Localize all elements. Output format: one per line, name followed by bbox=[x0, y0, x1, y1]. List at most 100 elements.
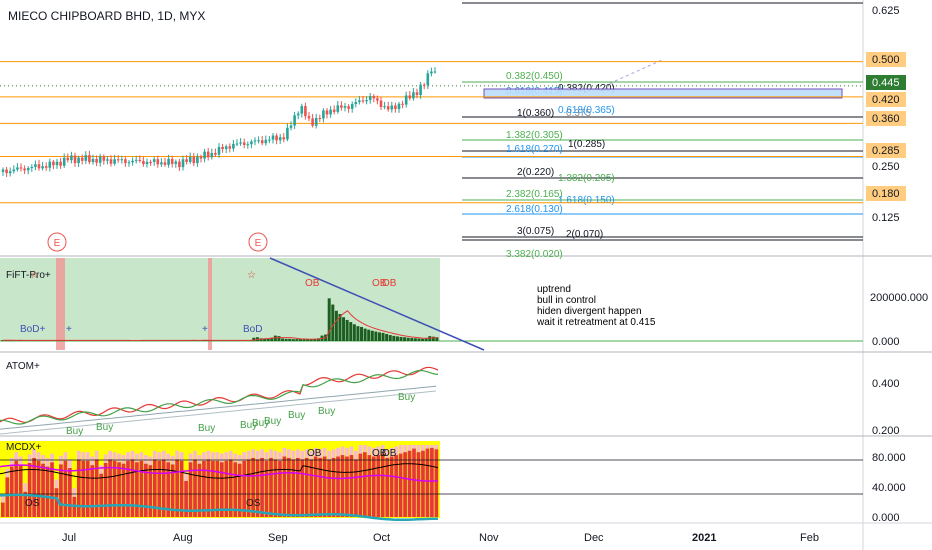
mcdx-banker-bar bbox=[336, 456, 340, 517]
candle-body bbox=[419, 84, 422, 96]
price-tag-bg bbox=[866, 111, 906, 126]
candle-body bbox=[138, 159, 142, 161]
candle-body bbox=[102, 156, 106, 161]
candle-body bbox=[332, 109, 336, 112]
mcdx-banker-bar bbox=[385, 457, 390, 517]
atom-buy-label: Buy bbox=[198, 423, 215, 434]
mcdx-banker-bar bbox=[260, 457, 264, 517]
fift-volume-bar bbox=[421, 338, 425, 341]
fift-volume-bar bbox=[349, 322, 353, 341]
mcdx-banker-bar bbox=[5, 477, 10, 517]
candle-body bbox=[199, 156, 203, 159]
fift-star-label: ☆ bbox=[30, 270, 39, 281]
fift-volume-bar bbox=[295, 339, 299, 341]
mcdx-banker-bar bbox=[112, 460, 117, 517]
fift-volume-bar bbox=[395, 336, 399, 341]
fift-volume-bar bbox=[288, 338, 292, 341]
fift-volume-bar bbox=[388, 335, 392, 341]
candle-body bbox=[368, 96, 372, 101]
mcdx-banker-bar bbox=[23, 491, 28, 517]
fib-label: 3.382(0.020) bbox=[506, 249, 563, 260]
fib-label: 1.382(0.205) bbox=[558, 173, 615, 184]
fib-label: 1.618(0.270) bbox=[506, 144, 563, 155]
candle-body bbox=[59, 161, 62, 166]
mcdx-magenta-line bbox=[0, 464, 439, 482]
fift-volume-bar bbox=[266, 338, 270, 341]
mcdx-banker-bar bbox=[228, 459, 233, 517]
mcdx-banker-bar bbox=[68, 468, 72, 517]
mcdx-banker-bar bbox=[103, 463, 108, 517]
candle-body bbox=[116, 159, 120, 161]
mcdx-banker-bar bbox=[90, 465, 95, 517]
mcdx-banker-bar bbox=[380, 453, 385, 517]
mcdx-signal-label: OS bbox=[25, 498, 40, 509]
candle-body bbox=[239, 142, 242, 144]
fift-signal-label: OB bbox=[305, 278, 320, 289]
candle-body bbox=[264, 139, 268, 144]
mcdx-name: MCDX+ bbox=[6, 442, 41, 453]
mcdx-banker-bar bbox=[50, 462, 54, 517]
mcdx-banker-bar bbox=[309, 459, 314, 517]
trade-note[interactable]: uptrend bull in control hiden divergent … bbox=[536, 284, 656, 328]
candle-body bbox=[282, 137, 286, 140]
mcdx-banker-bar bbox=[273, 459, 278, 517]
fift-star-label: ☆ bbox=[247, 270, 256, 281]
mcdx-banker-bar bbox=[54, 488, 59, 517]
time-tick: Dec bbox=[584, 532, 604, 544]
fift-volume-bar bbox=[381, 332, 385, 341]
candle-body bbox=[343, 106, 347, 108]
fift-axis-tick: 0.000 bbox=[872, 336, 900, 348]
mcdx-banker-bar bbox=[81, 460, 86, 517]
mcdx-banker-bar bbox=[63, 460, 68, 517]
candle-body bbox=[52, 161, 55, 166]
candle-body bbox=[77, 157, 80, 164]
price-tag-bg bbox=[866, 143, 906, 158]
mcdx-axis-tick: 80.000 bbox=[872, 452, 906, 464]
mcdx-signal-label: OB bbox=[307, 448, 322, 459]
fib-label: 2.382(0.165) bbox=[506, 189, 563, 200]
fift-volume-bar bbox=[327, 298, 331, 341]
candle-body bbox=[386, 106, 390, 110]
mcdx-banker-bar bbox=[269, 457, 273, 517]
fift-volume-bar bbox=[345, 319, 349, 341]
price-tag-bg bbox=[866, 186, 906, 201]
mcdx-banker-bar bbox=[264, 460, 269, 517]
fift-volume-bar bbox=[363, 328, 367, 341]
time-tick: 2021 bbox=[692, 532, 716, 544]
candle-body bbox=[73, 155, 77, 164]
atom-slow-line bbox=[0, 369, 439, 425]
mcdx-banker-bar bbox=[304, 457, 309, 517]
candle-body bbox=[181, 159, 185, 168]
candle-body bbox=[408, 95, 412, 99]
candle-body bbox=[127, 162, 131, 164]
mcdx-banker-bar bbox=[117, 462, 121, 517]
candle-body bbox=[307, 116, 311, 119]
candle-body bbox=[185, 159, 188, 162]
mcdx-banker-bar bbox=[135, 462, 139, 517]
candle-body bbox=[170, 158, 174, 164]
mcdx-banker-bar bbox=[407, 450, 412, 517]
fift-volume-bar bbox=[424, 338, 428, 341]
candle-body bbox=[271, 135, 275, 140]
price-axis: 0.625 0.500 0.445 0.420 0.360 0.285 0.25… bbox=[866, 5, 928, 524]
fift-moving-average bbox=[2, 310, 438, 341]
mcdx-banker-bar bbox=[76, 459, 81, 517]
candle-body bbox=[66, 157, 70, 161]
candle-body bbox=[232, 143, 235, 149]
candle-body bbox=[394, 105, 397, 109]
candle-body bbox=[235, 143, 239, 145]
candle-body bbox=[304, 106, 307, 117]
price-tick: 0.625 bbox=[872, 5, 900, 17]
fift-volume-bar bbox=[306, 339, 310, 341]
mcdx-banker-bar bbox=[255, 459, 260, 517]
candle-body bbox=[376, 98, 379, 101]
fift-volume-bar bbox=[352, 324, 356, 341]
mcdx-banker-bar bbox=[41, 463, 45, 517]
candle-body bbox=[250, 141, 253, 145]
candle-body bbox=[336, 105, 340, 112]
mcdx-banker-bar bbox=[291, 459, 296, 517]
mcdx-axis-tick: 0.000 bbox=[872, 512, 900, 524]
target-zone[interactable] bbox=[483, 88, 843, 99]
mcdx-banker-bar bbox=[340, 455, 345, 517]
